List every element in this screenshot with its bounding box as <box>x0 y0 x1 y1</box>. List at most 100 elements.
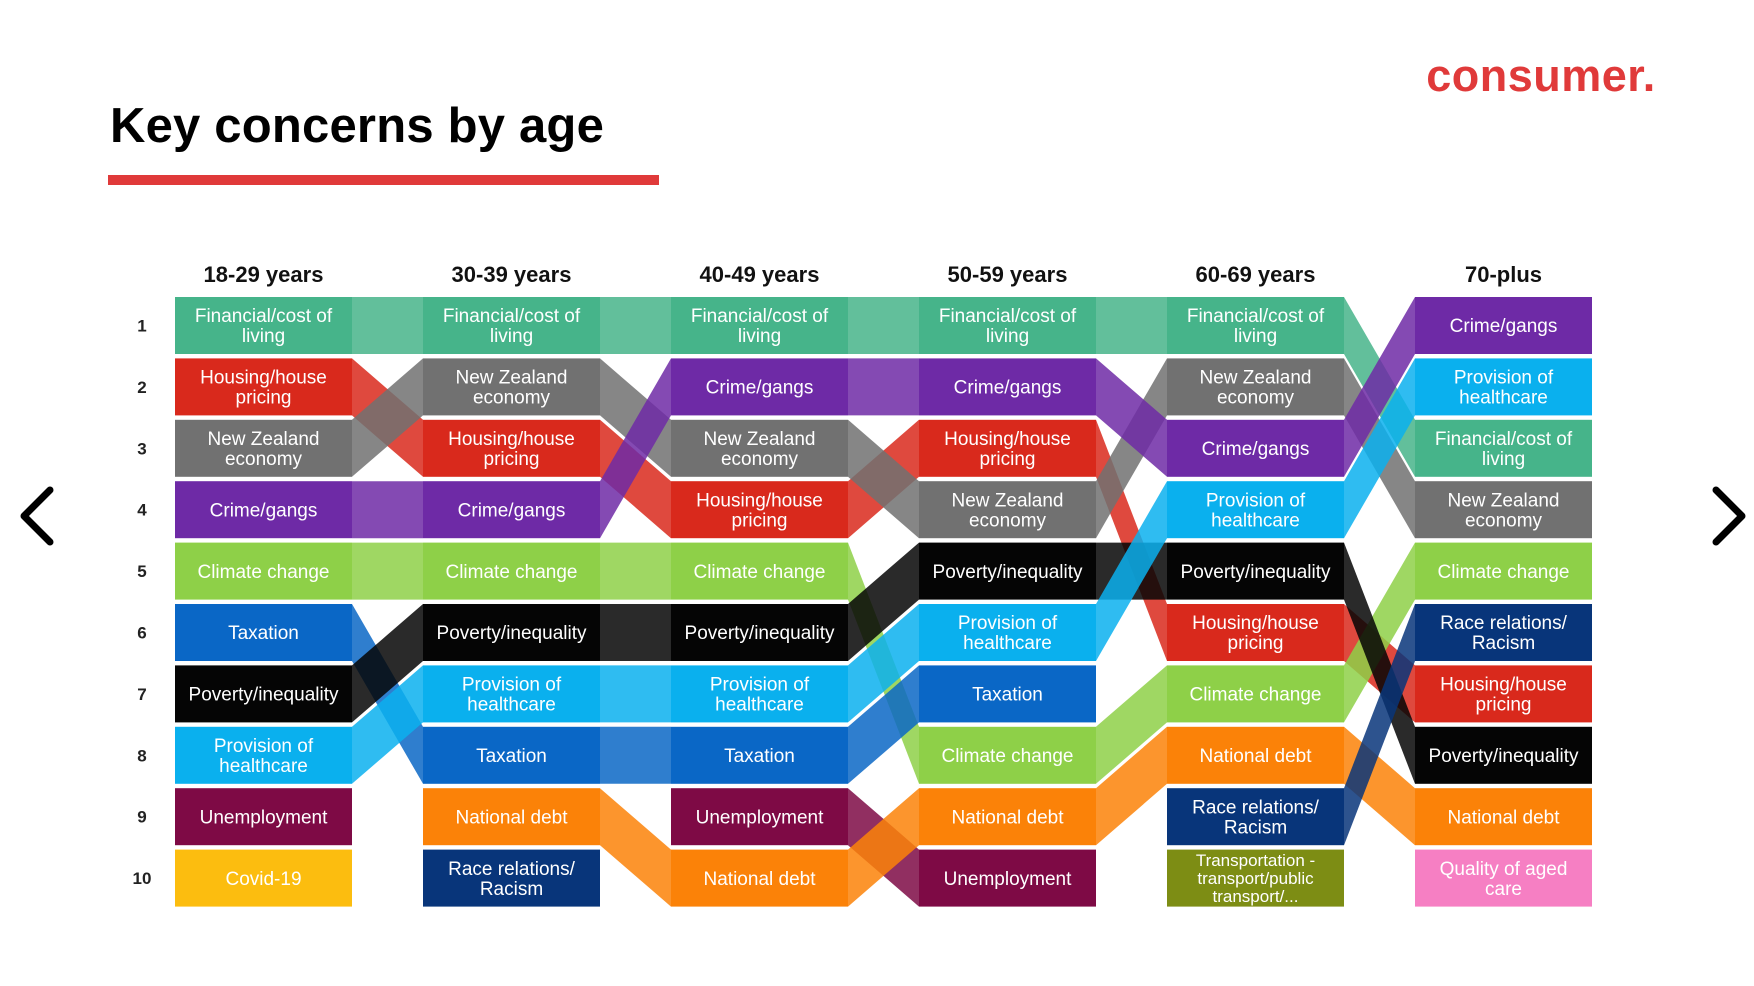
concern-box <box>671 419 848 477</box>
ribbon <box>1344 542 1415 723</box>
concern-label: living <box>490 326 533 347</box>
ribbon <box>1096 665 1167 784</box>
concern-box <box>919 665 1096 723</box>
chevron-right-icon <box>1712 486 1746 546</box>
rank-label: 3 <box>137 439 146 458</box>
concern-label: National debt <box>1448 807 1561 828</box>
concern-label: Financial/cost of <box>1435 429 1573 450</box>
concern-box <box>919 297 1096 354</box>
concern-label: Poverty/inequality <box>189 685 339 706</box>
concern-box <box>919 419 1096 477</box>
concern-label: Provision of <box>1206 490 1306 511</box>
concern-label: Provision of <box>958 613 1058 634</box>
concern-label: Unemployment <box>200 807 328 828</box>
concern-box <box>1167 665 1344 723</box>
rank-label: 4 <box>137 501 147 520</box>
concern-label: Racism <box>480 879 543 900</box>
concern-label: Taxation <box>228 623 299 644</box>
concern-box <box>423 604 600 661</box>
ribbon <box>600 542 671 600</box>
concern-box <box>1415 604 1592 661</box>
concern-box <box>423 665 600 723</box>
concern-box <box>1167 788 1344 846</box>
ribbon <box>600 358 671 539</box>
concern-label: pricing <box>1476 695 1532 716</box>
concern-label: Crime/gangs <box>458 500 566 521</box>
ribbon <box>1096 481 1167 661</box>
concern-label: Poverty/inequality <box>1181 562 1331 583</box>
next-slide-button[interactable] <box>1698 476 1754 556</box>
concern-box <box>175 665 352 723</box>
column-header: 60-69 years <box>1196 262 1316 287</box>
rank-label: 9 <box>137 808 146 827</box>
concern-label: Housing/house <box>200 368 327 389</box>
ribbon <box>1096 297 1167 354</box>
concern-label: Climate change <box>941 746 1073 767</box>
concern-label: living <box>242 326 285 347</box>
ribbon <box>352 604 423 723</box>
concern-box <box>175 849 352 907</box>
concern-box <box>1167 604 1344 661</box>
ribbon <box>848 542 919 661</box>
ribbon <box>352 604 423 784</box>
concern-label: Unemployment <box>944 869 1072 890</box>
ribbon <box>1344 358 1415 539</box>
concern-box <box>671 358 848 416</box>
concern-label: National debt <box>456 807 569 828</box>
ribbon <box>848 358 919 416</box>
column-header: 30-39 years <box>452 262 572 287</box>
concern-label: healthcare <box>219 756 308 777</box>
concern-box <box>1167 726 1344 784</box>
concern-box <box>423 542 600 600</box>
ribbon <box>600 788 671 907</box>
concern-label: Poverty/inequality <box>1429 746 1579 767</box>
concern-label: Climate change <box>445 562 577 583</box>
concern-box <box>423 788 600 846</box>
concern-label: National debt <box>704 869 817 890</box>
rank-label: 1 <box>137 317 146 336</box>
concern-label: Taxation <box>972 685 1043 706</box>
concern-label: healthcare <box>715 695 804 716</box>
concern-box <box>919 849 1096 907</box>
concern-label: living <box>986 326 1029 347</box>
column-header: 70-plus <box>1465 262 1542 287</box>
concern-box <box>1167 481 1344 539</box>
concern-box <box>1415 542 1592 600</box>
previous-slide-button[interactable] <box>8 476 68 556</box>
concern-label: Crime/gangs <box>1450 316 1558 337</box>
concern-label: pricing <box>1228 633 1284 654</box>
concern-label: Quality of aged <box>1440 859 1568 880</box>
ribbon <box>848 788 919 907</box>
concern-box <box>175 726 352 784</box>
concern-label: Provision of <box>214 736 314 757</box>
concern-box <box>423 358 600 416</box>
concern-label: New Zealand <box>1200 368 1312 389</box>
concern-label: Climate change <box>693 562 825 583</box>
concern-box <box>1167 297 1344 354</box>
concern-box <box>671 665 848 723</box>
column-header: 18-29 years <box>204 262 324 287</box>
concern-box <box>175 419 352 477</box>
concern-label: Poverty/inequality <box>933 562 1083 583</box>
rank-label: 2 <box>137 378 146 397</box>
concern-label: Financial/cost of <box>195 306 333 327</box>
concern-label: Transportation - <box>1196 851 1315 870</box>
concern-box <box>175 358 352 416</box>
concern-label: Financial/cost of <box>443 306 581 327</box>
ribbon <box>352 297 423 354</box>
brand-logo: consumer. <box>1426 50 1656 101</box>
concern-label: Race relations/ <box>1192 797 1319 818</box>
concern-box <box>1415 849 1592 907</box>
concern-box <box>671 481 848 539</box>
concern-box <box>919 542 1096 600</box>
ribbon-layer <box>352 297 1415 907</box>
concern-label: Racism <box>1224 817 1287 838</box>
concern-label: Taxation <box>724 746 795 767</box>
concern-box <box>423 297 600 354</box>
concern-box <box>423 481 600 539</box>
concern-box <box>175 481 352 539</box>
concern-box <box>919 358 1096 416</box>
concern-label: Poverty/inequality <box>685 623 835 644</box>
page-title: Key concerns by age <box>110 99 605 153</box>
